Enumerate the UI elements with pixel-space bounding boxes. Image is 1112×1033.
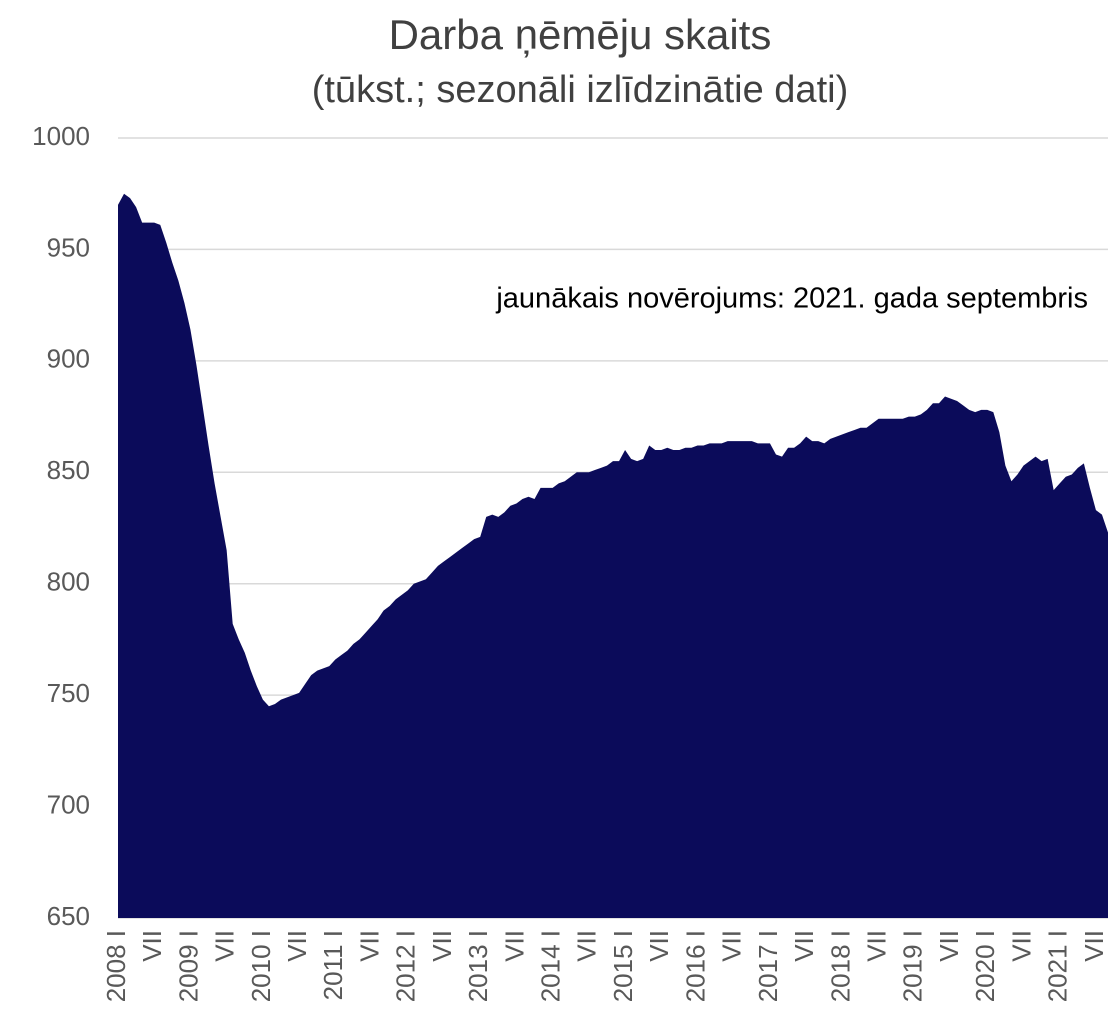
x-tick-label: 2013 I	[463, 930, 493, 1002]
x-tick-label: VII	[934, 930, 964, 962]
y-tick-label: 800	[47, 567, 90, 597]
x-tick-label: 2012 I	[391, 930, 421, 1002]
x-tick-label: 2008 I	[101, 930, 131, 1002]
x-tick-label: 2019 I	[898, 930, 928, 1002]
y-tick-label: 750	[47, 678, 90, 708]
x-tick-label: 2018 I	[825, 930, 855, 1002]
y-tick-label: 850	[47, 455, 90, 485]
y-tick-label: 950	[47, 232, 90, 262]
x-tick-label: 2011 I	[318, 930, 348, 1000]
x-tick-label: VII	[354, 930, 384, 962]
x-tick-label: VII	[210, 930, 240, 962]
x-tick-label: VII	[499, 930, 529, 962]
x-tick-label: VII	[861, 930, 891, 962]
x-tick-label: VII	[1079, 930, 1109, 962]
x-tick-label: 2020 I	[970, 930, 1000, 1002]
x-tick-label: VII	[789, 930, 819, 962]
x-tick-label: 2016 I	[680, 930, 710, 1002]
y-tick-label: 1000	[32, 121, 90, 151]
x-tick-label: 2014 I	[536, 930, 566, 1002]
annotation: jaunākais novērojums: 2021. gada septemb…	[495, 283, 1088, 315]
y-tick-label: 700	[47, 789, 90, 819]
chart-subtitle: (tūkst.; sezonāli izlīdzinātie dati)	[312, 69, 848, 111]
x-tick-label: 2009 I	[173, 930, 203, 1002]
x-tick-label: VII	[282, 930, 312, 962]
x-tick-label: VII	[644, 930, 674, 962]
x-tick-label: 2017 I	[753, 930, 783, 1002]
x-tick-label: VII	[1006, 930, 1036, 962]
x-tick-label: VII	[572, 930, 602, 962]
chart-title: Darba ņēmēju skaits	[389, 11, 772, 58]
x-tick-label: VII	[137, 930, 167, 962]
y-tick-label: 650	[47, 901, 90, 931]
y-tick-label: 900	[47, 344, 90, 374]
x-tick-label: 2021 I	[1043, 930, 1073, 1002]
x-tick-label: 2015 I	[608, 930, 638, 1002]
x-tick-label: VII	[427, 930, 457, 962]
area	[118, 193, 1108, 918]
x-tick-label: 2010 I	[246, 930, 276, 1002]
x-tick-label: VII	[717, 930, 747, 962]
